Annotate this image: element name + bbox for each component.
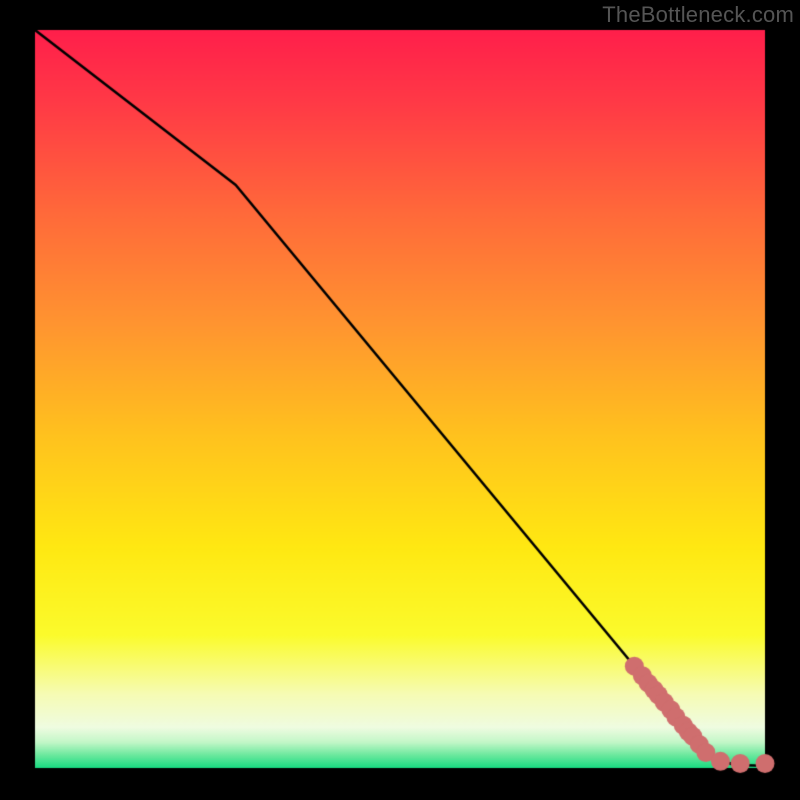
chart-canvas <box>0 0 800 800</box>
chart-stage: TheBottleneck.com <box>0 0 800 800</box>
watermark-text: TheBottleneck.com <box>602 2 794 28</box>
